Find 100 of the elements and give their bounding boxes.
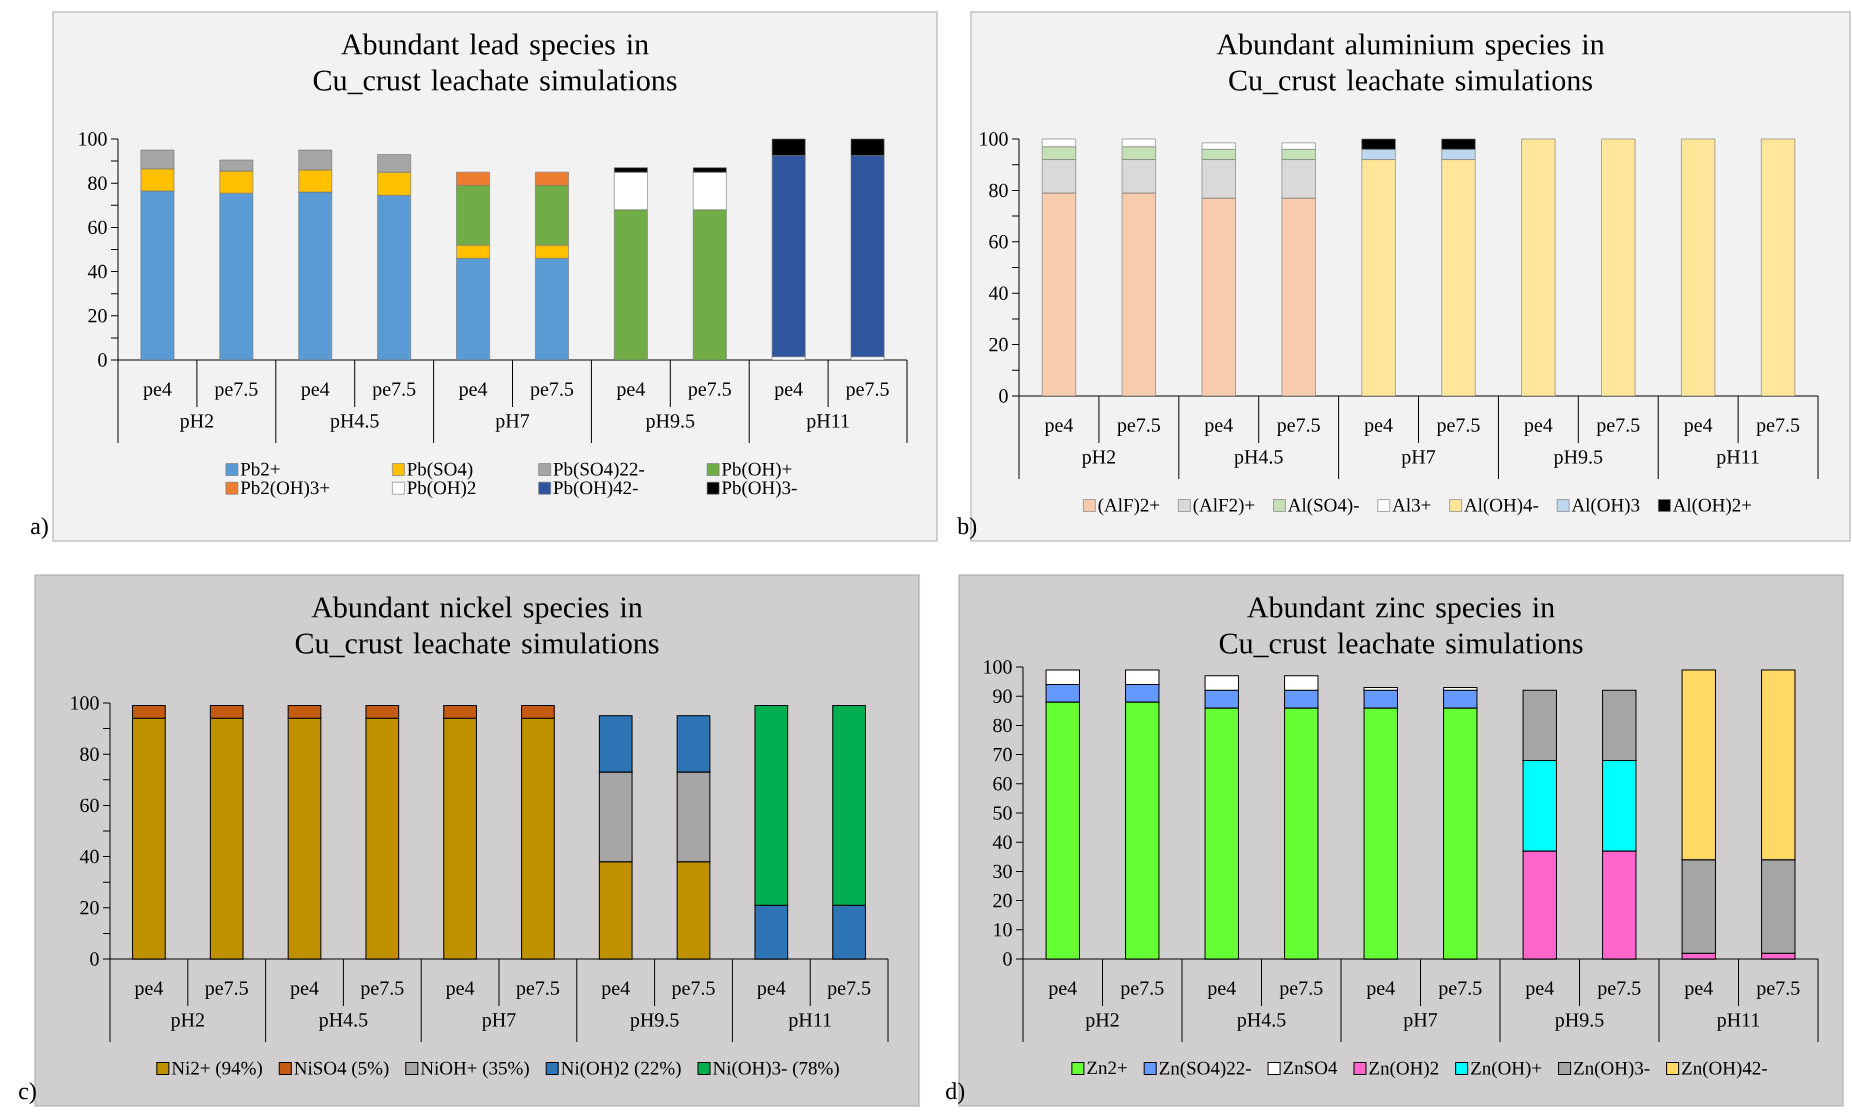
legend-label: Zn(OH)+ — [1471, 1061, 1542, 1079]
x-tick-label: pe7.5 — [1120, 981, 1164, 999]
x-tick-label: pe4 — [1366, 981, 1395, 999]
text: a) — [31, 517, 48, 540]
x-tick-label: pe4 — [446, 981, 475, 999]
text: pH11 — [1716, 450, 1759, 468]
text: pH4.5 — [1234, 450, 1283, 468]
chart-title: Abundant aluminium species in Cu_crust leachate simulations — [1216, 33, 1605, 95]
x-tick-label: pe7.5 — [1438, 981, 1482, 999]
text: b) — [957, 517, 977, 540]
legend-label: Al3+ — [1392, 498, 1431, 512]
y-tick-label: 40 — [992, 835, 1012, 849]
y-tick-label: 100 — [980, 132, 1008, 146]
y-tick-label: 0 — [90, 952, 99, 966]
x-tick-label: pe4 — [1684, 418, 1713, 436]
x-tick-label: pe4 — [1525, 981, 1554, 999]
legend-label: Ni(OH)3- (78%) — [713, 1061, 839, 1079]
text: pH9.5 — [630, 1013, 679, 1031]
y-tick-label: 0 — [1003, 952, 1012, 966]
y-tick-label: 100 — [984, 660, 1012, 674]
legend-label: Pb(OH)42- — [553, 480, 638, 499]
y-tick-label: 60 — [80, 798, 99, 813]
x-tick-label: pe4 — [757, 981, 786, 999]
chart-title: Abundant nickel species in Cu_crust leachate simulations — [295, 596, 659, 658]
x-tick-label: pe4 — [1207, 981, 1236, 999]
x-tick-label: pe4 — [1044, 418, 1074, 436]
text: pH11 — [788, 1013, 831, 1031]
text: pH9.5 — [1553, 450, 1603, 468]
text: pH7 — [1401, 450, 1436, 468]
y-tick-label: 20 — [80, 901, 99, 915]
legend-label: NiSO4 (5%) — [294, 1061, 389, 1079]
x-tick-label: pe7.5 — [1436, 418, 1480, 436]
x-tick-label: pe7.5 — [671, 981, 715, 999]
legend-label: Al(OH)2+ — [1672, 498, 1752, 516]
x-tick-label: pe7.5 — [845, 382, 889, 400]
x-tick-label: pe7.5 — [516, 981, 560, 999]
y-tick-label: 20 — [993, 893, 1012, 908]
text: pH7 — [482, 1013, 516, 1031]
legend-label: (AlF)2+ — [1098, 498, 1160, 516]
y-tick-label: 70 — [993, 747, 1012, 762]
y-tick-label: 30 — [993, 864, 1012, 879]
x-tick-label: pe4 — [601, 981, 630, 999]
y-tick-label: 40 — [988, 286, 1008, 300]
x-tick-label: pe4 — [616, 382, 645, 400]
legend-label: Zn(OH)3- — [1574, 1061, 1650, 1079]
x-tick-label: pe7.5 — [1596, 418, 1640, 436]
legend-label: Pb(OH)+ — [721, 462, 792, 480]
x-tick-label: pe7.5 — [360, 981, 404, 999]
legend-label: Pb(OH)3- — [721, 480, 797, 499]
legend-label: Pb(SO4)22- — [553, 462, 645, 480]
legend-label: Zn(SO4)22- — [1159, 1061, 1251, 1079]
y-tick-label: 100 — [71, 696, 99, 710]
text: pH2 — [170, 1013, 204, 1031]
text: pH2 — [1085, 1013, 1119, 1031]
legend-label: Ni(OH)2 (22%) — [561, 1061, 681, 1079]
x-tick-label: pe4 — [290, 981, 319, 999]
legend-label: Zn2+ — [1087, 1061, 1127, 1075]
legend-label: ZnSO4 — [1283, 1061, 1338, 1075]
x-tick-label: pe7.5 — [1597, 981, 1641, 999]
y-tick-label: 60 — [993, 777, 1012, 791]
y-tick-label: 10 — [994, 923, 1012, 937]
x-tick-label: pe7.5 — [1756, 981, 1800, 999]
text: pH9.5 — [1555, 1013, 1604, 1031]
chart-title: Abundant lead species in Cu_crust leachate simulations — [313, 33, 677, 95]
legend-label: Pb(OH)2 — [407, 480, 476, 499]
y-tick-label: 80 — [989, 183, 1008, 198]
text: pH4.5 — [1237, 1013, 1286, 1031]
x-tick-label: pe4 — [134, 981, 164, 999]
legend-label: Ni2+ (94%) — [171, 1061, 262, 1079]
x-tick-label: pe7.5 — [1279, 981, 1323, 999]
chart-title: Abundant zinc species in Cu_crust leachate simulations — [1219, 596, 1583, 658]
legend-label: Pb2(OH)3+ — [240, 480, 330, 499]
text: c) — [19, 1082, 36, 1105]
y-tick-label: 40 — [87, 264, 107, 279]
x-tick-label: pe4 — [1364, 418, 1393, 436]
y-tick-label: 100 — [79, 132, 107, 146]
x-tick-label: pe7.5 — [688, 382, 731, 400]
x-tick-label: pe4 — [458, 382, 488, 400]
y-tick-label: 60 — [88, 220, 107, 235]
x-tick-label: pe7.5 — [530, 382, 574, 400]
y-tick-label: 90 — [993, 689, 1012, 703]
x-tick-label: pe7.5 — [1117, 418, 1161, 436]
bar — [1681, 138, 1716, 397]
text: pH11 — [1717, 1013, 1760, 1031]
y-tick-label: 0 — [999, 389, 1008, 403]
legend-label: (AlF2)+ — [1193, 498, 1255, 516]
bar — [1601, 138, 1636, 397]
x-tick-label: pe4 — [1684, 981, 1713, 999]
text: pH11 — [806, 414, 849, 432]
text: pH7 — [1403, 1013, 1438, 1031]
y-tick-label: 0 — [98, 353, 107, 367]
y-tick-label: 60 — [989, 235, 1008, 249]
legend-label: Al(SO4)- — [1287, 498, 1359, 516]
text: pH2 — [1082, 450, 1116, 468]
legend-label: Zn(OH)2 — [1369, 1061, 1439, 1079]
x-tick-label: pe4 — [1204, 418, 1233, 436]
text: d) — [946, 1082, 965, 1105]
y-tick-label: 40 — [79, 849, 99, 864]
text: pH2 — [180, 414, 214, 432]
y-tick-label: 20 — [989, 337, 1008, 352]
